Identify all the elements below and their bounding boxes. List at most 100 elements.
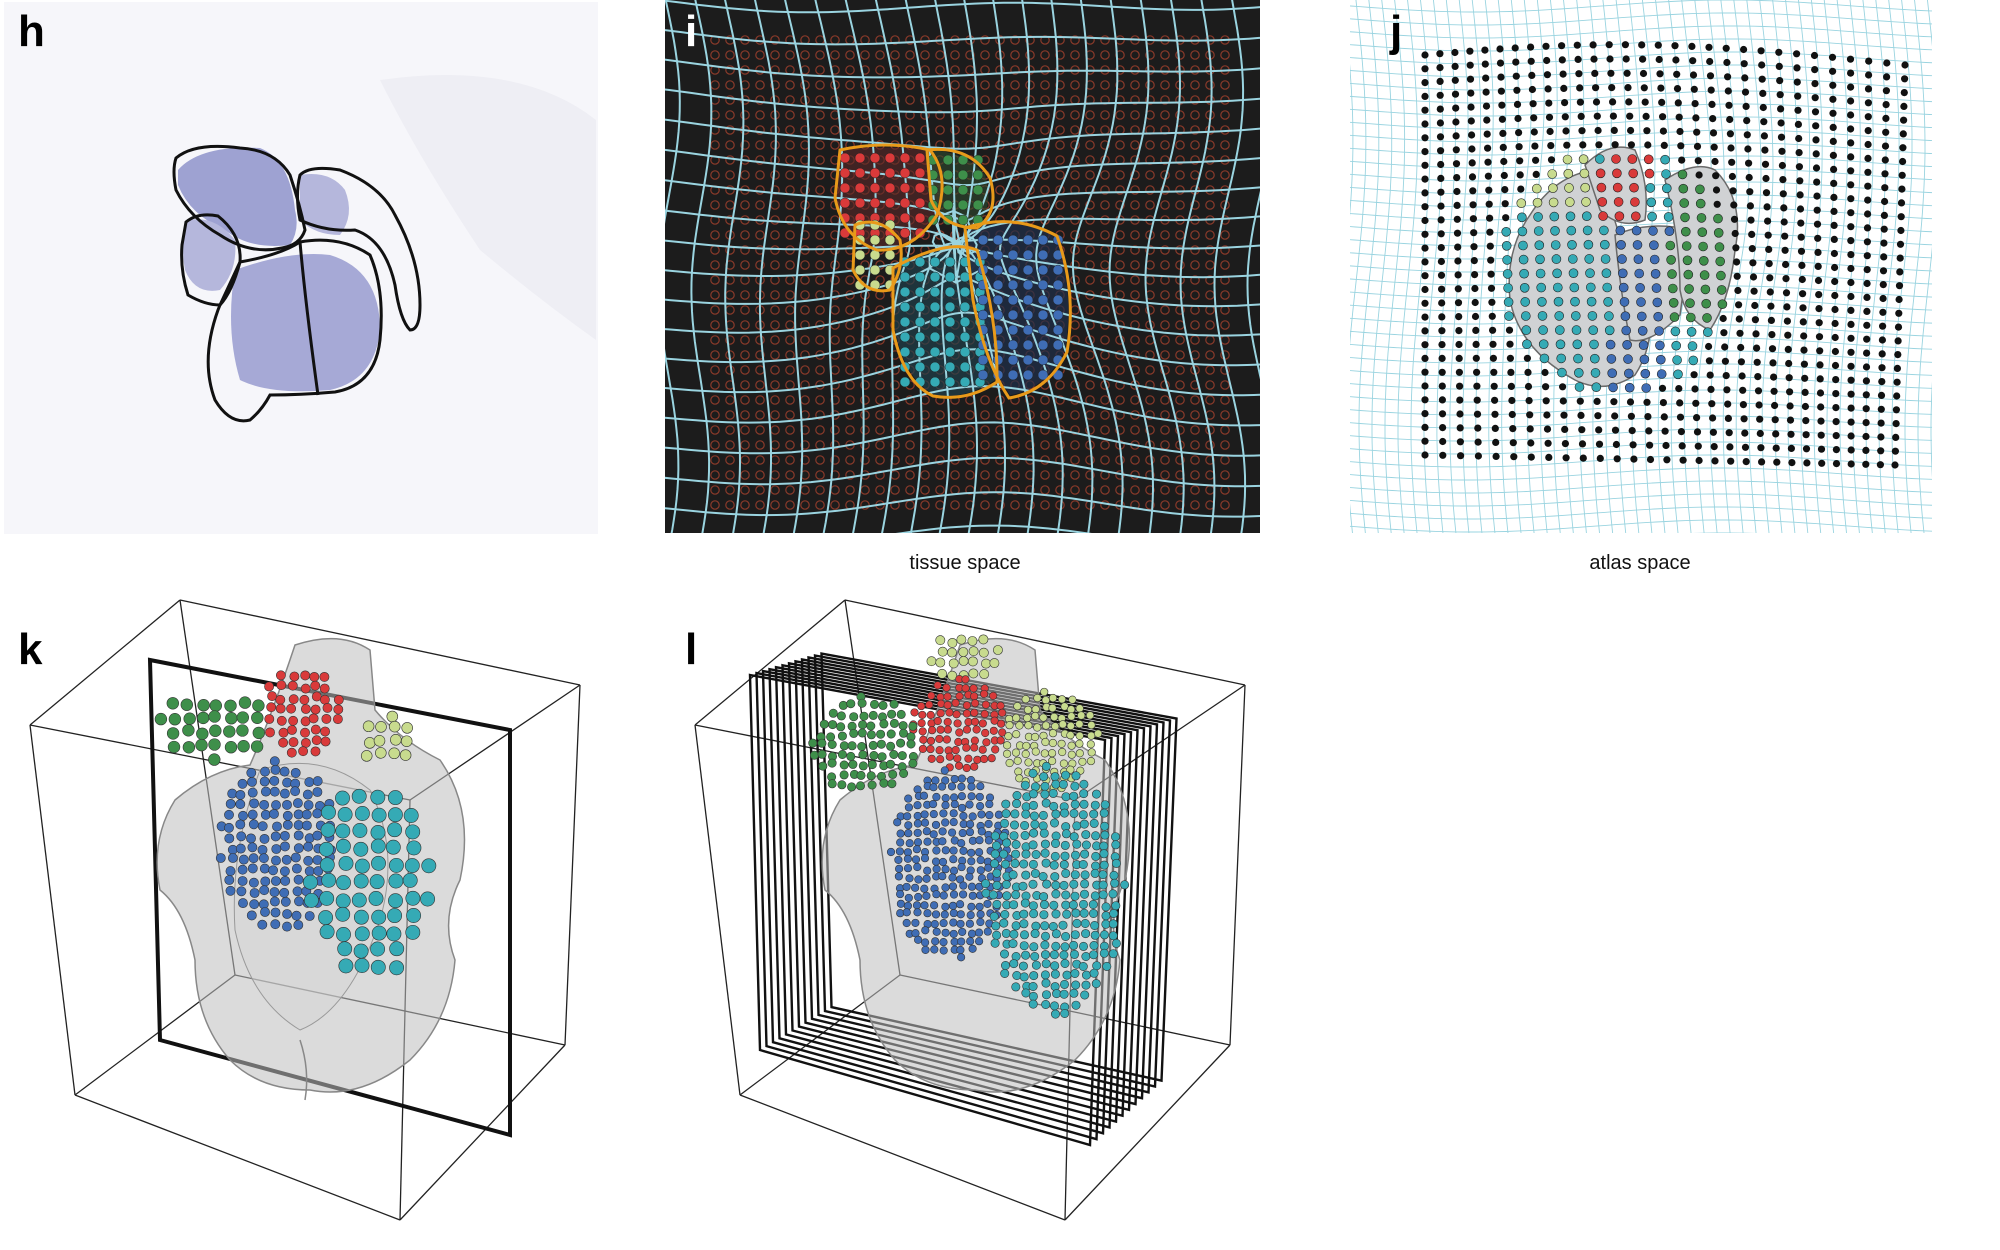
empty-spot [830,425,840,435]
la-sphere [182,724,195,737]
rv-sphere [1030,929,1040,939]
empty-spot [1010,35,1020,45]
empty-spot [980,95,990,105]
atlas-spot [1456,396,1464,404]
grid-line [1722,0,1750,533]
rv-sphere [1108,949,1118,959]
empty-spot [1085,200,1095,210]
empty-spot [740,260,750,270]
atlas-spot [1489,354,1497,362]
atlas-spot [1496,45,1504,53]
atlas-spot [1862,405,1870,413]
empty-spot [1160,200,1170,210]
rv-sphere [337,807,353,822]
atlas-spot [1892,433,1900,441]
atlas-spot [1452,118,1460,126]
atlas-spot [1474,438,1482,446]
empty-spot [1040,170,1050,180]
atlas-spot [1596,454,1604,462]
rv-sphere [999,918,1009,928]
empty-spot [950,500,960,510]
atlas-spot [1847,209,1855,217]
aorta-sphere [1067,750,1076,759]
empty-spot [1025,395,1035,405]
atlas-spot [1467,117,1475,125]
empty-spot [1205,320,1215,330]
atlas-spot [1649,254,1660,265]
region-spot [1022,264,1034,276]
empty-spot [785,80,795,90]
empty-spot [740,50,750,60]
lv-sphere [893,818,902,827]
rv-sphere [1028,768,1038,778]
atlas-spot [1661,427,1669,435]
atlas-spot [1797,233,1805,241]
atlas-spot [1556,353,1566,364]
ra-sphere [961,675,970,684]
empty-spot [845,305,855,315]
empty-spot [995,95,1005,105]
empty-spot [875,470,885,480]
lv-sphere [948,901,958,910]
region-spot [992,264,1004,276]
atlas-spot [1863,293,1871,301]
lv-sphere [913,838,923,847]
atlas-spot [1785,359,1793,368]
aorta-sphere [947,670,958,681]
atlas-spot [1644,413,1652,421]
grid-line [1350,506,1932,520]
rv-sphere [1051,929,1061,939]
atlas-spot [1617,268,1628,279]
empty-spot [1010,485,1020,495]
empty-spot [905,395,915,405]
aorta-sphere [1066,721,1075,730]
lv-sphere [967,902,976,911]
empty-spot [1085,350,1095,360]
lv-sphere [238,854,249,865]
atlas-spot [1466,47,1474,55]
atlas-spot [1692,399,1700,407]
empty-spot [1085,425,1095,435]
lv-sphere [293,820,304,831]
grid-line [1350,480,1932,494]
lv-sphere [940,910,949,919]
atlas-spot [1637,325,1648,336]
atlas-spot [1802,417,1810,425]
region-spot [899,167,911,179]
rv-sphere [336,927,351,942]
atlas-spot [1796,177,1804,185]
rv-sphere [371,855,386,871]
rv-sphere [1019,930,1029,940]
region-spot [884,182,896,194]
atlas-spot [1740,60,1748,68]
lv-sphere [904,829,913,838]
atlas-spot [1770,387,1778,395]
atlas-spot [1892,406,1900,414]
rv-sphere [1040,921,1050,931]
empty-spot [785,485,795,495]
aorta-sphere [979,669,990,680]
atlas-spot [1437,174,1445,182]
aorta-sphere [1094,729,1103,738]
la-sphere [839,770,849,780]
empty-spot [1025,35,1035,45]
lv-sphere [248,877,259,888]
empty-spot [1130,185,1140,195]
region-spot [929,331,941,343]
rv-sphere [351,892,367,908]
lv-sphere [968,944,977,953]
atlas-spot [1591,69,1599,77]
aorta-sphere [1031,747,1040,756]
aorta-sphere [1057,739,1066,748]
atlas-spot [1437,202,1445,210]
atlas-spot [1864,113,1872,121]
la-sphere [236,711,249,724]
atlas-spot [1679,198,1690,208]
atlas-spot [1501,241,1512,251]
atlas-spot [1438,341,1446,349]
atlas-spot [1754,387,1763,395]
atlas-spot [1782,289,1791,297]
atlas-spot [1847,264,1855,273]
lv-sphere [949,846,958,855]
lv-sphere [896,829,905,838]
